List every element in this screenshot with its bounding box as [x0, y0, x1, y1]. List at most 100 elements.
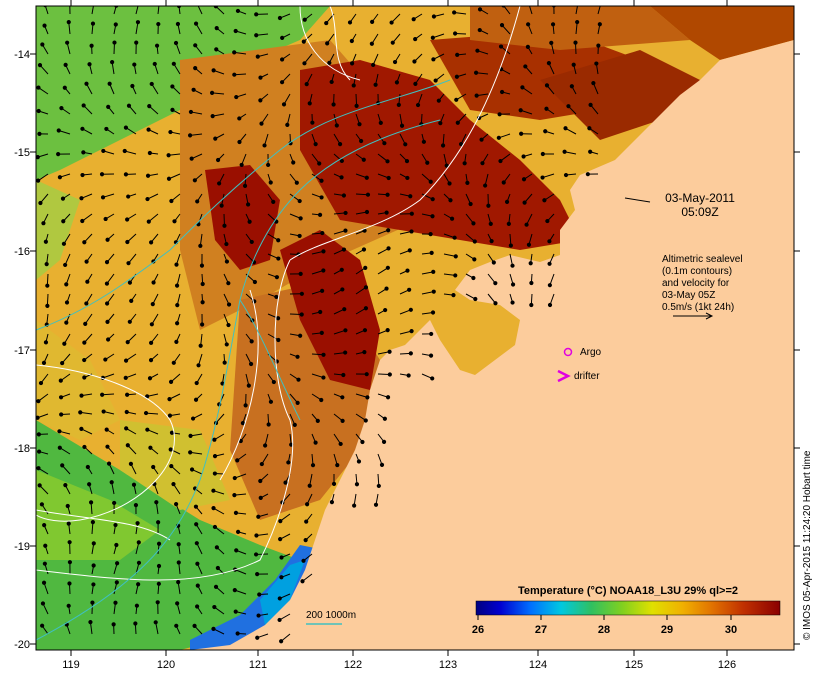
velocity-arrow [88, 620, 93, 635]
velocity-arrow [498, 153, 511, 164]
velocity-arrow [82, 233, 93, 245]
velocity-arrow [544, 106, 555, 115]
velocity-arrow [150, 293, 159, 307]
velocity-arrow [519, 131, 533, 136]
land-mass [190, 40, 794, 650]
lat-tick-label: -20 [14, 639, 30, 651]
colorbar-tick-label: 26 [472, 624, 484, 636]
velocity-arrow [110, 60, 115, 75]
velocity-arrow [103, 353, 115, 362]
velocity-arrow [65, 40, 71, 55]
velocity-arrow [188, 433, 203, 439]
velocity-arrow [235, 453, 247, 463]
colorbar-ticks [477, 615, 732, 620]
velocity-arrow [528, 6, 533, 15]
velocity-arrow [307, 473, 313, 488]
velocity-arrow [433, 73, 445, 83]
colorbar-title: Temperature (°C) NOAA18_L3U 29% ql>=2 [518, 585, 738, 597]
velocity-arrow [211, 506, 225, 515]
velocity-arrow [477, 27, 489, 35]
velocity-arrow [454, 73, 467, 79]
velocity-arrow [245, 353, 254, 367]
velocity-arrow [331, 93, 336, 107]
velocity-arrow [41, 213, 49, 226]
velocity-arrow [311, 212, 323, 217]
velocity-arrow [61, 233, 71, 246]
velocity-arrow [129, 293, 137, 303]
velocity-arrow [421, 353, 434, 358]
velocity-arrow [355, 209, 370, 215]
velocity-arrow [333, 228, 348, 235]
velocity-arrow [222, 213, 227, 228]
velocity-arrow [349, 53, 357, 66]
velocity-arrow [64, 293, 71, 305]
velocity-arrow [289, 353, 300, 359]
velocity-arrow [333, 413, 345, 423]
velocity-arrow [80, 213, 93, 224]
velocity-arrow [91, 6, 94, 15]
velocity-arrow [188, 109, 203, 115]
velocity-arrow [83, 313, 93, 326]
velocity-arrow [127, 313, 137, 324]
velocity-arrow [200, 273, 205, 287]
velocity-arrow [104, 427, 115, 435]
velocity-arrow [431, 13, 445, 19]
velocity-arrow [112, 40, 117, 55]
velocity-arrow [166, 173, 181, 181]
velocity-arrow [498, 44, 511, 55]
velocity-arrow [307, 93, 313, 106]
velocity-arrow [421, 289, 436, 295]
velocity-arrow [100, 193, 115, 200]
velocity-arrow [175, 293, 181, 308]
velocity-arrow [355, 453, 362, 464]
velocity-arrow [256, 613, 269, 618]
velocity-arrow [243, 393, 248, 408]
velocity-arrow [106, 333, 115, 342]
velocity-arrow [193, 43, 203, 55]
velocity-arrow [355, 192, 371, 197]
velocity-arrow [223, 233, 229, 247]
velocity-arrow [267, 253, 281, 261]
velocity-arrow [81, 150, 93, 155]
velocity-arrow [133, 502, 139, 515]
velocity-arrow [59, 106, 71, 115]
colorbar-tick-label: 30 [725, 624, 737, 636]
velocity-arrow [196, 213, 203, 227]
velocity-arrow [259, 113, 269, 126]
velocity-arrow [145, 173, 159, 178]
velocity-arrow [376, 473, 381, 489]
velocity-arrow [45, 273, 50, 288]
velocity-arrow [125, 443, 137, 455]
velocity-arrow [487, 253, 496, 265]
velocity-arrow [258, 73, 269, 80]
velocity-arrow [60, 463, 71, 475]
velocity-arrow [591, 80, 599, 95]
velocity-arrow [436, 93, 445, 103]
velocity-arrow [496, 133, 511, 140]
velocity-arrow [154, 43, 160, 55]
velocity-arrow [111, 622, 116, 635]
velocity-arrow [454, 93, 467, 102]
velocity-arrow [421, 310, 436, 315]
velocity-arrow [521, 153, 533, 159]
velocity-arrow [174, 273, 181, 288]
velocity-arrow [547, 233, 555, 244]
velocity-arrow [279, 73, 291, 85]
velocity-arrow [104, 126, 115, 135]
velocity-arrow [196, 353, 203, 368]
velocity-arrow [355, 133, 364, 144]
velocity-arrow [289, 393, 300, 405]
velocity-arrow [355, 328, 368, 335]
velocity-arrow [267, 233, 281, 243]
velocity-arrow [371, 53, 379, 68]
velocity-arrow [355, 372, 369, 377]
velocity-arrow [355, 306, 369, 315]
velocity-arrow [443, 173, 452, 186]
velocity-arrow [377, 153, 390, 164]
velocity-arrow [167, 393, 181, 402]
velocity-arrow [36, 393, 49, 404]
velocity-arrow [333, 328, 348, 335]
velocity-arrow [487, 213, 493, 226]
velocity-arrow [524, 213, 533, 227]
colorbar-tick-label: 27 [535, 624, 547, 636]
